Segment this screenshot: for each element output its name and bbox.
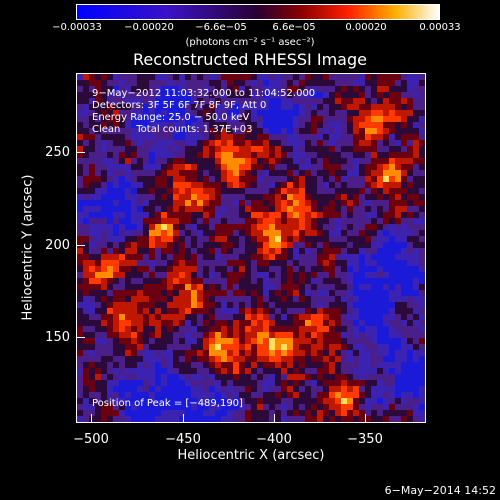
y-axis-label: Heliocentric Y (arcsec) bbox=[20, 174, 36, 321]
x-tick-mark bbox=[274, 414, 275, 422]
colorbar-tick-label: 6.6e−05 bbox=[272, 22, 316, 33]
plot-title: Reconstructed RHESSI Image bbox=[133, 50, 367, 69]
x-tick-label: −350 bbox=[347, 432, 383, 447]
info-energy-range: Energy Range: 25.0 − 50.0 keV bbox=[92, 112, 250, 123]
colorbar-tick-label: −0.00033 bbox=[52, 22, 102, 33]
colorbar-tick-label: 0.00033 bbox=[419, 22, 461, 33]
colorbar-tick-label: −6.6e−05 bbox=[195, 22, 247, 33]
info-peak-position: Position of Peak = [−489,190] bbox=[92, 398, 243, 409]
y-tick-label: 250 bbox=[45, 145, 70, 160]
y-tick-mark bbox=[77, 245, 85, 246]
colorbar bbox=[76, 4, 440, 20]
colorbar-unit-label: (photons cm⁻² s⁻¹ asec⁻²) bbox=[185, 37, 315, 48]
x-tick-label: −450 bbox=[165, 432, 201, 447]
info-time-range: 9−May−2012 11:03:32.000 to 11:04:52.000 bbox=[92, 88, 316, 99]
x-axis-label: Heliocentric X (arcsec) bbox=[177, 448, 325, 463]
info-detectors: Detectors: 3F 5F 6F 7F 8F 9F, Att 0 bbox=[92, 100, 267, 111]
y-tick-mark bbox=[77, 152, 85, 153]
x-tick-label: −400 bbox=[256, 432, 292, 447]
x-tick-mark bbox=[183, 414, 184, 422]
x-tick-label: −500 bbox=[73, 432, 109, 447]
image-plot-area bbox=[76, 73, 426, 423]
colorbar-tick-label: −0.00020 bbox=[124, 22, 174, 33]
rhessi-image bbox=[77, 74, 425, 422]
info-clean-counts: Clean Total counts: 1.37E+03 bbox=[92, 124, 253, 135]
footer-timestamp: 6−May−2014 14:52 bbox=[384, 484, 496, 497]
y-tick-mark bbox=[77, 337, 85, 338]
x-tick-mark bbox=[91, 414, 92, 422]
y-tick-label: 200 bbox=[45, 238, 70, 253]
y-tick-label: 150 bbox=[45, 330, 70, 345]
x-tick-mark bbox=[365, 414, 366, 422]
colorbar-tick-label: 0.00020 bbox=[345, 22, 387, 33]
